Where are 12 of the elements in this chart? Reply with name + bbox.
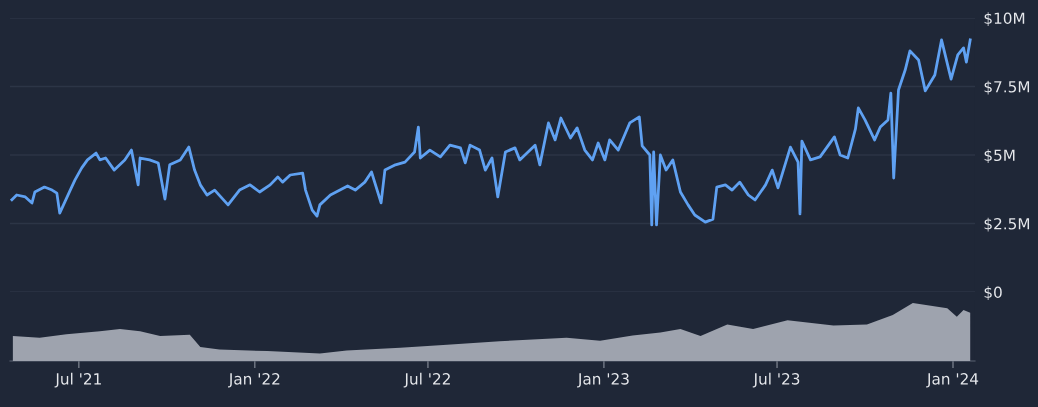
x-tick-label: Jan '22 <box>228 373 280 388</box>
y-tick-label: $7.5M <box>984 80 1030 95</box>
line-series <box>10 38 972 227</box>
x-tick-label: Jul '22 <box>403 372 450 388</box>
x-tick-label: Jan '23 <box>577 373 629 388</box>
x-tick-label: Jan '24 <box>926 373 979 388</box>
y-tick-label: $2.5M <box>984 217 1030 232</box>
x-tick-label: Jul '23 <box>752 372 800 388</box>
y-tick-label: $5M <box>984 149 1015 164</box>
x-tick-label: Jul '21 <box>54 372 101 388</box>
y-tick-label: $10M <box>984 12 1025 27</box>
y-tick-label: $0 <box>984 286 1002 301</box>
